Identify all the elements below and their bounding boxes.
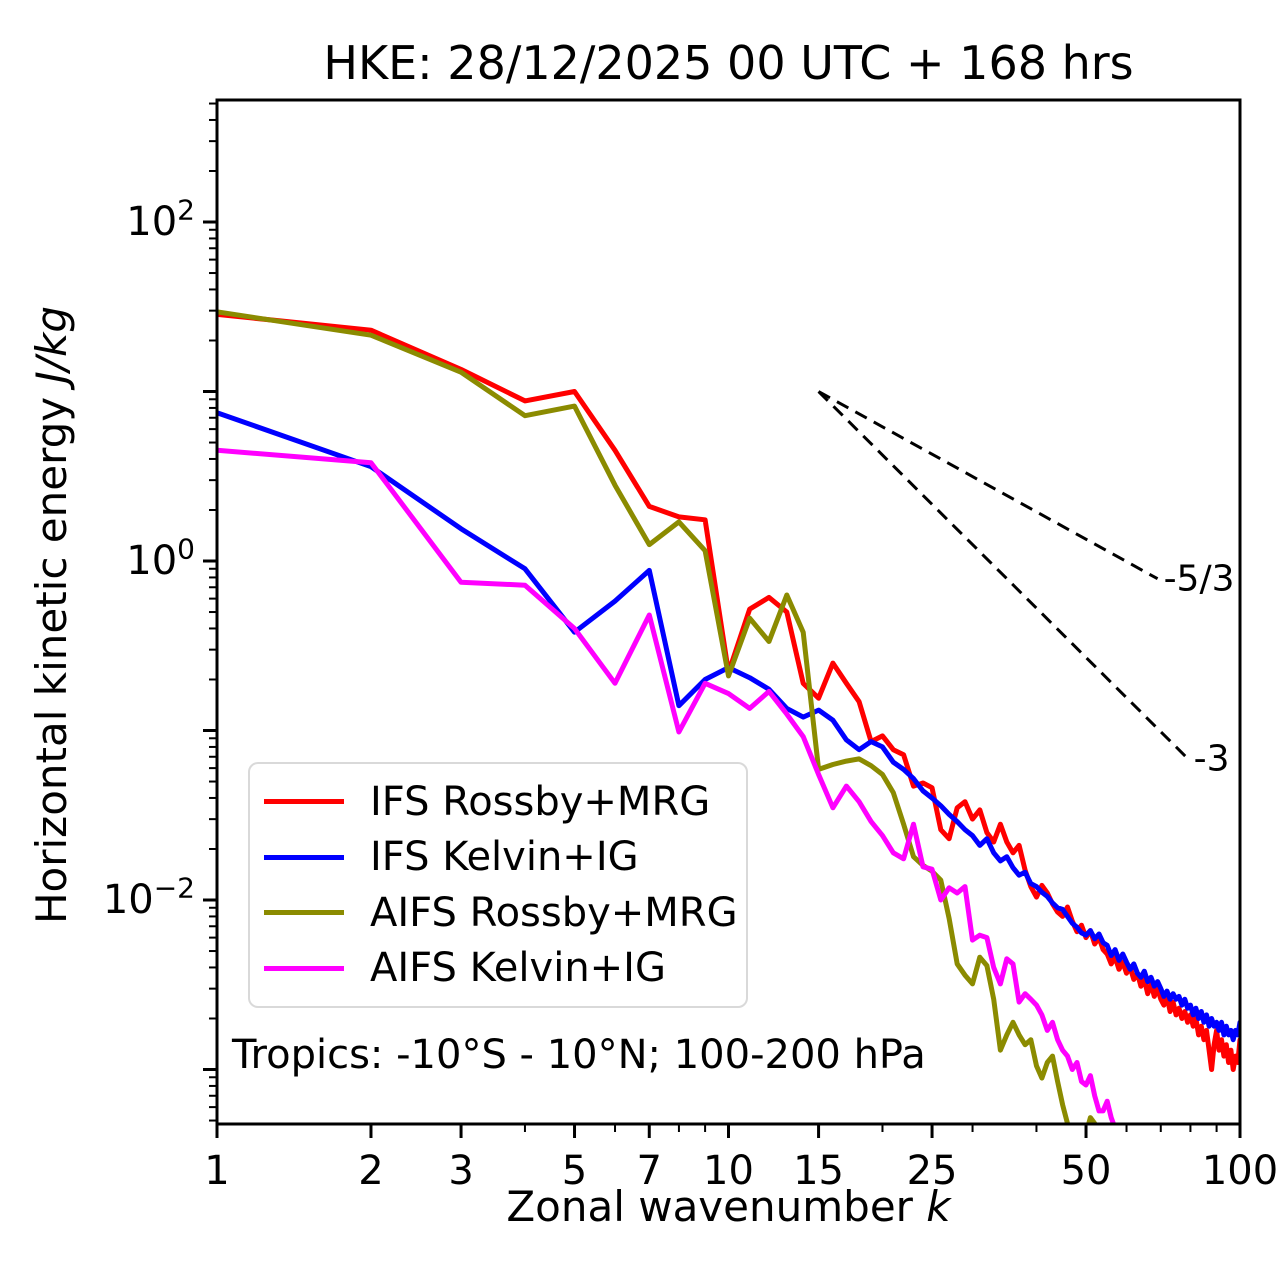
x-tick-label: 15: [793, 1148, 844, 1194]
legend-item: IFS Kelvin+IG: [264, 834, 732, 880]
reference-line-label: -5/3: [1164, 559, 1235, 600]
chart-title: HKE: 28/12/2025 00 UTC + 168 hrs: [323, 36, 1134, 90]
x-axis-label-text: Zonal wavenumber: [506, 1182, 913, 1231]
x-tick-label: 3: [448, 1148, 473, 1194]
reference-line-label: -3: [1194, 738, 1230, 779]
y-axis-label-text: Horizontal kinetic energy: [27, 396, 76, 925]
reference-line: [817, 390, 1189, 760]
legend-label: AIFS Kelvin+IG: [370, 945, 666, 992]
y-axis-label: Horizontal kinetic energy J/kg: [27, 115, 76, 1115]
series-line-aifs-rossby-mrg: [217, 309, 1098, 1124]
x-tick-label: 1: [204, 1148, 229, 1194]
axis-ticks: 1 2 3 5 7 10 15 25 50 100 102 100 10−2: [103, 102, 1278, 1194]
x-axis-label-math: k: [926, 1182, 951, 1231]
region-annotation: Tropics: -10°S - 10°N; 100-200 hPa: [232, 1032, 926, 1078]
legend-item: AIFS Kelvin+IG: [264, 945, 732, 991]
legend-label: IFS Rossby+MRG: [370, 778, 711, 825]
x-tick-label: 10: [703, 1148, 754, 1194]
series-line-aifs-kelvin-ig: [217, 447, 1117, 1124]
legend-item: AIFS Rossby+MRG: [264, 890, 738, 936]
reference-line: [817, 390, 1159, 581]
y-tick-label: 10−2: [103, 872, 195, 923]
legend-line-swatch: [264, 965, 344, 971]
y-axis-label-math: J/kg: [27, 305, 76, 384]
series-line-ifs-kelvin-ig: [217, 410, 1240, 1043]
legend-item: IFS Rossby+MRG: [264, 779, 732, 825]
legend-label: AIFS Rossby+MRG: [370, 889, 738, 936]
x-tick-label: 7: [637, 1148, 662, 1194]
x-tick-label: 5: [562, 1148, 587, 1194]
legend-line-swatch: [264, 910, 344, 916]
x-tick-label: 50: [1061, 1148, 1112, 1194]
plot-frame: [215, 98, 1242, 1126]
x-tick-label: 2: [358, 1148, 383, 1194]
legend-label: IFS Kelvin+IG: [370, 834, 639, 881]
legend: IFS Rossby+MRG IFS Kelvin+IG AIFS Rossby+M…: [248, 762, 748, 1008]
legend-line-swatch: [264, 799, 344, 805]
x-axis-label: Zonal wavenumber k: [217, 1182, 1240, 1231]
legend-line-swatch: [264, 854, 344, 860]
x-tick-label: 100: [1202, 1148, 1278, 1194]
y-tick-label: 102: [126, 194, 195, 245]
x-tick-label: 25: [907, 1148, 958, 1194]
y-tick-label: 100: [126, 533, 195, 584]
